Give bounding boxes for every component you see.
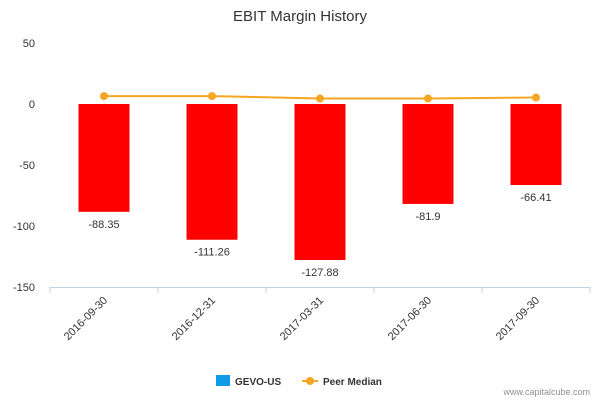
legend-label-gevo: GEVO-US xyxy=(235,377,281,388)
peer-median-series xyxy=(100,92,540,103)
bar-data-label: -81.9 xyxy=(415,211,440,223)
bar-data-label: -127.88 xyxy=(301,267,338,279)
legend-item-gevo[interactable]: GEVO-US xyxy=(216,375,281,388)
peer-median-point[interactable] xyxy=(532,93,540,102)
bar[interactable] xyxy=(402,104,454,204)
bar-series xyxy=(78,104,562,261)
x-axis: 2016-09-30 2016-12-31 2017-03-31 2017-06-30… xyxy=(49,287,591,343)
y-tick-label: -50 xyxy=(19,160,35,172)
y-tick-label: -150 xyxy=(13,282,35,294)
x-tick-label: 2017-06-30 xyxy=(386,295,434,343)
bar-data-label: -88.35 xyxy=(88,219,119,231)
peer-median-point[interactable] xyxy=(100,92,108,101)
legend-item-peer-median[interactable]: Peer Median xyxy=(302,377,382,388)
peer-median-point[interactable] xyxy=(208,92,216,101)
peer-median-point[interactable] xyxy=(316,94,324,103)
y-tick-label: -100 xyxy=(13,221,35,233)
legend-label-peer-median: Peer Median xyxy=(323,377,382,388)
x-tick-label: 2017-03-31 xyxy=(278,295,326,343)
y-axis: 50 0 -50 -100 -150 xyxy=(13,38,35,294)
bar[interactable] xyxy=(294,104,346,261)
x-tick-label: 2016-12-31 xyxy=(170,295,218,343)
legend: GEVO-US Peer Median xyxy=(216,375,382,388)
y-tick-label: 0 xyxy=(29,99,35,111)
x-tick-label: 2017-09-30 xyxy=(494,295,542,343)
legend-swatch-peer-median-marker xyxy=(306,377,314,385)
bar-data-labels: -88.35 -111.26 -127.88 -81.9 -66.41 xyxy=(88,192,551,279)
x-tick-label: 2016-09-30 xyxy=(62,295,110,343)
y-tick-label: 50 xyxy=(23,38,35,50)
bar-data-label: -66.41 xyxy=(520,192,551,204)
chart-title: EBIT Margin History xyxy=(233,8,367,25)
bar[interactable] xyxy=(78,104,130,212)
bar[interactable] xyxy=(510,104,562,186)
bar[interactable] xyxy=(186,104,238,240)
credit-text: www.capitalcube.com xyxy=(502,387,590,397)
legend-swatch-gevo xyxy=(216,375,230,386)
bar-data-label: -111.26 xyxy=(194,247,230,259)
peer-median-point[interactable] xyxy=(424,94,432,103)
